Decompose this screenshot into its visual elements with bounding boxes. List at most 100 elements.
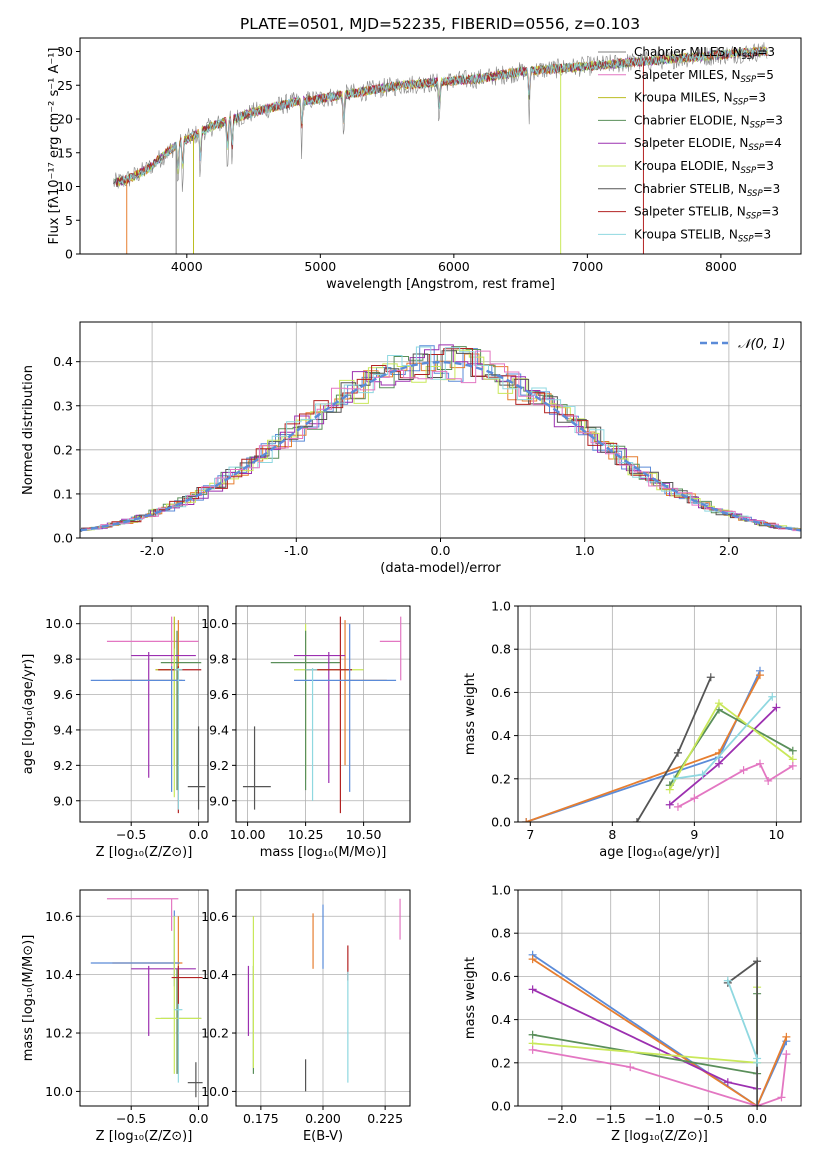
y-tick-label: 25	[57, 78, 73, 93]
weight-point-marker	[714, 759, 723, 768]
legend-subscript: SSP	[746, 212, 762, 222]
weight-point-marker	[768, 692, 777, 701]
x-tick-label: 8000	[705, 259, 737, 274]
legend-label: Salpeter STELIB, N	[634, 205, 746, 219]
y-tick-label: 0.0	[491, 1099, 511, 1114]
legend-label: Salpeter ELODIE, N	[634, 136, 748, 150]
spectrum-series-line	[113, 47, 768, 187]
legend-value: =3	[763, 182, 781, 196]
y-tick-label: 9.4	[209, 722, 229, 737]
panel-residuals: -2.0 -1.0 0.0 1.0 2.0 0.0 0.1 0.2 0.3 0.4 (data-mo…	[21, 321, 802, 576]
y-tick-label: 10.2	[45, 1026, 73, 1041]
weight-series-line	[532, 954, 788, 1106]
y-tick-label: 5	[65, 213, 73, 228]
x-axis-label: Z [log₁₀(Z/Z⊙)]	[96, 845, 193, 860]
weight-series-line	[532, 987, 758, 1064]
y-tick-label: 0.8	[491, 926, 511, 941]
plot-area-mass_vs_Z	[90, 898, 203, 1098]
weight-point-marker	[723, 1078, 732, 1087]
x-tick-label: −0.5	[693, 1111, 723, 1126]
weight-point-marker	[665, 800, 674, 809]
y-tick-label: 10.6	[45, 909, 73, 924]
y-axis-label: mass weight	[463, 673, 478, 755]
weight-point-marker	[739, 766, 748, 775]
y-tick-label: 10.2	[201, 1026, 229, 1041]
weight-series-line	[669, 706, 778, 806]
x-axis-label: mass [log₁₀(M/M⊙)]	[260, 845, 387, 860]
x-tick-label: -2.0	[140, 543, 164, 558]
weight-point-marker	[528, 1045, 537, 1054]
legend-label: Kroupa MILES, N	[634, 91, 733, 105]
x-tick-label: 7000	[571, 259, 603, 274]
y-tick-label: 10	[57, 179, 73, 194]
x-tick-label: 2.0	[719, 543, 739, 558]
x-tick-label: 6000	[438, 259, 470, 274]
y-tick-label: 0.6	[491, 969, 511, 984]
weight-series-line	[727, 959, 758, 1106]
y-tick-label: 0.4	[491, 728, 511, 743]
legend-subscript: SSP	[741, 75, 757, 85]
y-axis-label: Flux [fλ10⁻¹⁷ erg cm⁻² s⁻¹ A⁻¹]	[47, 48, 62, 245]
x-axis-label: E(B-V)	[303, 1129, 343, 1144]
weight-point-marker	[698, 770, 707, 779]
weight-point-marker	[626, 1063, 635, 1072]
y-tick-label: 10.6	[201, 909, 229, 924]
weight-point-marker	[632, 818, 641, 822]
y-tick-label: 10.0	[45, 616, 73, 631]
x-tick-label: −1.0	[644, 1111, 674, 1126]
weight-series-line	[525, 670, 761, 822]
axes-frame	[79, 37, 802, 255]
weight-point-marker	[673, 802, 682, 811]
x-tick-label: 10.25	[288, 827, 324, 842]
plot-area-weight_vs_age	[522, 666, 797, 822]
weight-point-marker	[669, 774, 678, 783]
y-tick-label: 0.4	[491, 1012, 511, 1027]
x-tick-label: 10	[768, 827, 784, 842]
x-axis-label: wavelength [Angstrom, rest frame]	[326, 277, 555, 292]
x-tick-label: 0.0	[189, 827, 209, 842]
legend-value: =3	[765, 113, 783, 127]
y-tick-label: 9.8	[209, 652, 229, 667]
legend-value: =3	[748, 91, 766, 105]
plot-area-mass_vs_ebv	[247, 898, 401, 1092]
legend-value: =3	[754, 227, 772, 241]
weight-point-marker	[753, 1058, 762, 1067]
plot-area-weight_vs_Z	[528, 950, 791, 1106]
x-tick-label: −2.0	[547, 1111, 577, 1126]
x-axis-label: Z [log₁₀(Z/Z⊙)]	[96, 1129, 193, 1144]
y-tick-label: 9.8	[53, 652, 73, 667]
x-tick-label: 10.50	[346, 827, 382, 842]
legend-label: Salpeter MILES, N	[634, 68, 741, 82]
y-tick-label: 9.2	[53, 758, 73, 773]
legend-label: Kroupa STELIB, N	[634, 227, 738, 241]
y-tick-label: 9.4	[53, 722, 73, 737]
legend-subscript: SSP	[741, 166, 757, 176]
weight-series-line	[532, 958, 788, 1106]
y-tick-label: 9.0	[53, 793, 73, 808]
x-axis-label: age [log₁₀(age/yr)]	[599, 845, 720, 860]
y-tick-label: 10.0	[45, 1084, 73, 1099]
legend-value: =4	[764, 136, 782, 150]
weight-point-marker	[755, 759, 764, 768]
y-tick-label: 9.2	[209, 758, 229, 773]
x-tick-label: −0.5	[116, 827, 146, 842]
x-tick-label: 4000	[171, 259, 203, 274]
weight-series-line	[726, 980, 758, 1063]
legend-subscript: SSP	[750, 120, 766, 130]
weight-point-marker	[764, 776, 773, 785]
y-tick-label: 0.8	[491, 642, 511, 657]
legend-value: =5	[756, 68, 774, 82]
legend-label: Chabrier MILES, N	[634, 45, 742, 59]
spectrum-title: PLATE=0501, MJD=52235, FIBERID=0556, z=0…	[240, 15, 640, 33]
legend-entry: Salpeter ELODIE, NSSP=4	[634, 136, 782, 153]
y-axis-label: Normed distribution	[21, 365, 36, 495]
legend-subscript: SSP	[742, 52, 758, 62]
y-tick-label: 0.2	[491, 1055, 511, 1070]
y-tick-label: 0.0	[491, 815, 511, 830]
panel-age_vs_mass: 10.00 10.25 10.50 9.0 9.2 9.4 9.6 9.8 10.0 mass […	[201, 605, 411, 860]
weight-point-marker	[522, 818, 531, 822]
x-tick-label: 7	[526, 827, 534, 842]
plot-area-spectrum	[113, 42, 768, 254]
panel-mass_vs_ebv: 0.175 0.200 0.225 10.0 10.2 10.4 10.6 E(B-V)	[201, 889, 411, 1144]
legend-entry: Chabrier MILES, NSSP=3	[634, 45, 775, 62]
